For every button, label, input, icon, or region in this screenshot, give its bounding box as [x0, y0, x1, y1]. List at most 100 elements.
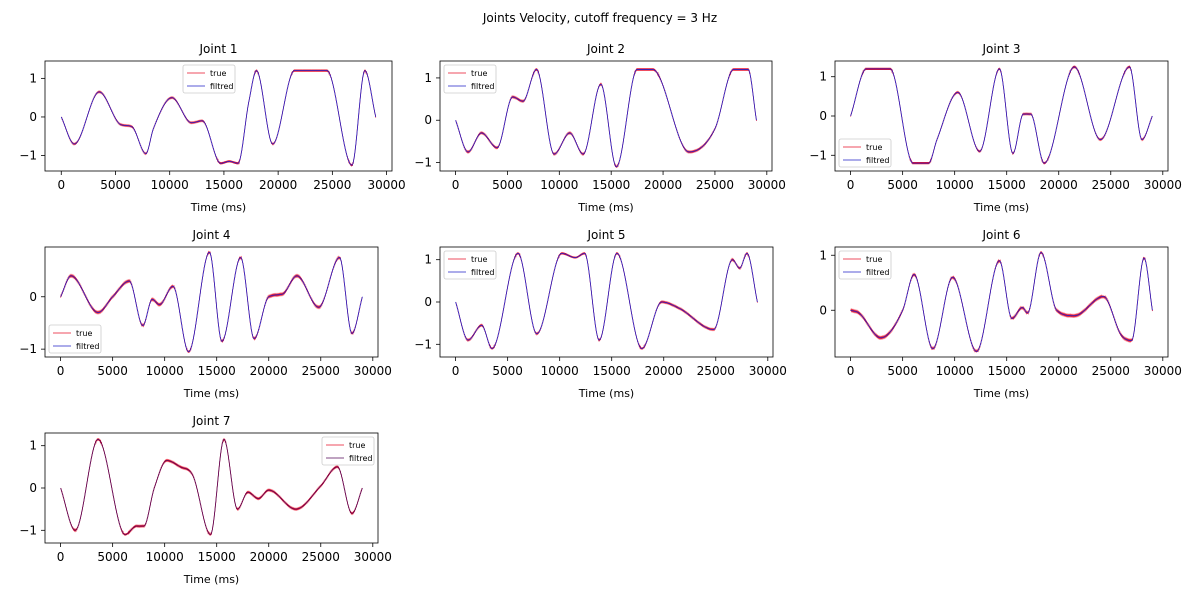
x-tick-label: 15000 — [205, 178, 243, 192]
x-tick-label: 15000 — [592, 178, 630, 192]
legend: true filtred — [443, 64, 497, 94]
legend: true filtred — [48, 324, 102, 354]
series-line-filtred — [850, 252, 1153, 352]
x-tick-label: 30000 — [367, 178, 405, 192]
subplot-joint-6: Joint 6 0 5000 10000 15000 20000 25000 30000 0 1 T… — [819, 228, 1182, 400]
x-tick-label: 10000 — [540, 178, 578, 192]
series-line-filtred — [455, 252, 758, 349]
x-tick-label: 30000 — [354, 364, 392, 378]
x-tick-label: 0 — [57, 178, 65, 192]
x-tick-label: 5000 — [492, 364, 523, 378]
y-tick-label: 0 — [29, 110, 37, 124]
x-tick-label: 5000 — [97, 550, 128, 564]
x-tick-label: 10000 — [146, 550, 184, 564]
y-tick-label: 0 — [819, 109, 827, 123]
legend-label: true — [210, 69, 226, 78]
x-tick-label: 30000 — [1144, 178, 1182, 192]
x-tick-label: 10000 — [936, 364, 974, 378]
x-tick-label: 0 — [57, 550, 65, 564]
y-tick-label: −1 — [809, 148, 827, 162]
subplot-joint-3: Joint 3 0 5000 10000 15000 20000 25000 30000 −1 0… — [809, 42, 1182, 214]
legend-label: true — [471, 255, 487, 264]
subplots: Joint 10 5000 10000 15000 20000 25000 30000−10… — [19, 42, 1182, 586]
y-tick-label: 0 — [424, 113, 432, 127]
x-tick-label: 5000 — [100, 178, 131, 192]
legend-label: true — [76, 329, 92, 338]
legend-label: true — [866, 143, 882, 152]
x-tick-label: 15000 — [988, 178, 1026, 192]
subplot-title: Joint 7 — [192, 414, 231, 428]
subplot-joint-2: Joint 2 0 5000 10000 15000 20000 25000 30000 −1 0… — [414, 42, 786, 214]
x-tick-label: 25000 — [302, 364, 340, 378]
x-axis-label: Time (ms) — [973, 387, 1029, 400]
legend: true filtred — [443, 250, 497, 280]
subplot-title: Joint 4 — [192, 228, 231, 242]
y-tick-label: 1 — [29, 439, 37, 453]
figure-suptitle: Joints Velocity, cutoff frequency = 3 Hz — [482, 11, 717, 25]
x-axis-label: Time (ms) — [578, 387, 634, 400]
x-tick-label: 25000 — [302, 550, 340, 564]
subplot-joint-7: Joint 7 0 5000 10000 15000 20000 25000 30000 −1 0… — [19, 414, 392, 586]
x-tick-label: 30000 — [354, 550, 392, 564]
x-axis-label: Time (ms) — [577, 201, 633, 214]
y-tick-label: −1 — [19, 523, 37, 537]
legend-label: filtred — [471, 82, 495, 91]
x-tick-label: 25000 — [697, 364, 735, 378]
x-tick-label: 20000 — [645, 364, 683, 378]
subplot-joint-1: Joint 1 0 5000 10000 15000 20000 25000 30000 −1 0… — [19, 42, 405, 214]
y-tick-label: 1 — [29, 71, 37, 85]
x-tick-label: 0 — [847, 364, 855, 378]
subplot-title: Joint 1 — [199, 42, 238, 56]
x-tick-label: 0 — [452, 178, 460, 192]
series-line-filtred — [455, 69, 757, 168]
legend-label: filtred — [866, 156, 890, 165]
x-axis-label: Time (ms) — [973, 201, 1029, 214]
x-tick-label: 15000 — [593, 364, 631, 378]
legend-label: filtred — [210, 82, 234, 91]
subplot-title: Joint 3 — [982, 42, 1021, 56]
x-tick-label: 15000 — [198, 364, 236, 378]
x-tick-label: 20000 — [644, 178, 682, 192]
x-tick-label: 5000 — [492, 178, 523, 192]
x-tick-label: 0 — [57, 364, 65, 378]
series-line-filtred — [850, 66, 1153, 164]
x-tick-label: 15000 — [988, 364, 1026, 378]
y-tick-label: 0 — [819, 303, 827, 317]
y-tick-label: 0 — [29, 481, 37, 495]
series-line-filtred — [60, 438, 363, 535]
y-tick-label: 0 — [29, 290, 37, 304]
legend-label: filtred — [866, 268, 890, 277]
x-tick-label: 20000 — [1040, 178, 1078, 192]
subplot-joint-4: Joint 4 0 5000 10000 15000 20000 25000 30000 −1 0… — [19, 228, 392, 400]
series-line-filtred — [60, 251, 363, 353]
legend-label: filtred — [471, 268, 495, 277]
x-tick-label: 25000 — [696, 178, 734, 192]
y-tick-label: −1 — [19, 149, 37, 163]
y-tick-label: 1 — [819, 248, 827, 262]
legend-label: true — [866, 255, 882, 264]
x-tick-label: 30000 — [749, 364, 787, 378]
subplot-joint-5: Joint 5 0 5000 10000 15000 20000 25000 30000 −1 0… — [414, 228, 787, 400]
x-tick-label: 20000 — [250, 550, 288, 564]
x-tick-label: 5000 — [887, 178, 918, 192]
legend: true filtred — [182, 64, 236, 94]
x-tick-label: 15000 — [198, 550, 236, 564]
subplot-title: Joint 2 — [586, 42, 625, 56]
x-tick-label: 5000 — [97, 364, 128, 378]
legend-label: filtred — [349, 454, 373, 463]
legend-label: filtred — [76, 342, 100, 351]
x-tick-label: 30000 — [748, 178, 786, 192]
x-tick-label: 0 — [847, 178, 855, 192]
x-tick-label: 20000 — [259, 178, 297, 192]
x-tick-label: 25000 — [313, 178, 351, 192]
series-line-filtred — [60, 70, 377, 166]
legend: true filtred — [321, 436, 375, 466]
legend-label: true — [349, 441, 365, 450]
x-tick-label: 10000 — [151, 178, 189, 192]
x-tick-label: 10000 — [541, 364, 579, 378]
y-tick-label: 0 — [424, 295, 432, 309]
x-tick-label: 30000 — [1144, 364, 1182, 378]
x-tick-label: 10000 — [936, 178, 974, 192]
legend: true filtred — [838, 138, 892, 168]
